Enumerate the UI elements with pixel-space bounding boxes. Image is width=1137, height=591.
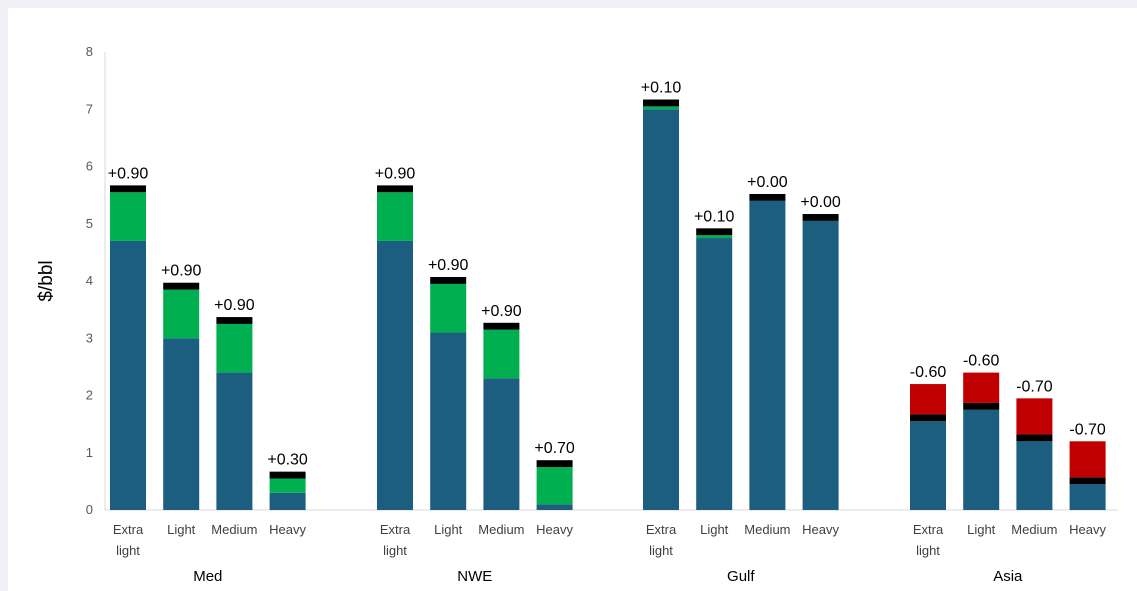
chart-panel: $/bbl 0 1 2 3 4 5 6 7 8 +0.90 Extra light +0.90 Light +… <box>8 8 1137 591</box>
med-extra-light-category-label: Extra <box>113 522 144 537</box>
gulf-extra-light-category-label: light <box>649 543 673 558</box>
med-light-category-label: Light <box>167 522 196 537</box>
y-tick-label: 3 <box>86 330 93 345</box>
nwe-extra-light-category-label: light <box>383 543 407 558</box>
med-medium-data-label: +0.90 <box>214 297 255 314</box>
asia-extra-light-category-label: light <box>916 543 940 558</box>
nwe-light-base-bar <box>430 332 467 510</box>
asia-extra-light-data-label: -0.60 <box>910 364 947 381</box>
y-tick-label: 8 <box>86 44 93 59</box>
med-heavy-cap-bar <box>269 471 306 479</box>
y-tick-label: 5 <box>86 216 93 231</box>
nwe-light-data-label: +0.90 <box>428 257 469 274</box>
med-extra-light-category-label: light <box>116 543 140 558</box>
nwe-heavy-change-bar <box>536 467 573 505</box>
gulf-light-change-bar <box>696 235 733 239</box>
asia-medium-change-bar <box>1016 398 1053 435</box>
gulf-medium-category-label: Medium <box>744 522 790 537</box>
med-light-data-label: +0.90 <box>161 263 202 280</box>
nwe-light-change-bar <box>430 283 467 333</box>
nwe-light-cap-bar <box>430 276 467 284</box>
nwe-medium-cap-bar <box>483 322 520 330</box>
gulf-medium-cap-bar <box>749 193 786 201</box>
gulf-light-data-label: +0.10 <box>694 208 735 225</box>
med-extra-light-cap-bar <box>110 185 146 193</box>
med-light-change-bar <box>163 289 200 339</box>
nwe-extra-light-change-bar <box>377 192 413 241</box>
med-heavy-change-bar <box>269 478 306 493</box>
asia-heavy-change-bar <box>1069 441 1106 478</box>
asia-extra-light-base-bar <box>910 421 946 510</box>
y-tick-label: 0 <box>86 502 93 517</box>
asia-heavy-base-bar <box>1069 484 1106 510</box>
asia-light-data-label: -0.60 <box>963 353 1000 370</box>
asia-extra-light-category-label: Extra <box>913 522 944 537</box>
gulf-extra-light-base-bar <box>643 109 679 510</box>
gulf-heavy-base-bar <box>802 220 839 510</box>
med-extra-light-base-bar <box>110 240 146 511</box>
y-tick-label: 6 <box>86 159 93 174</box>
gulf-extra-light-category-label: Extra <box>646 522 677 537</box>
asia-medium-category-label: Medium <box>1011 522 1057 537</box>
group-label-nwe: NWE <box>457 568 492 585</box>
nwe-medium-change-bar <box>483 329 520 379</box>
asia-heavy-data-label: -0.70 <box>1069 421 1106 438</box>
med-extra-light-data-label: +0.90 <box>108 165 149 182</box>
nwe-medium-category-label: Medium <box>478 522 524 537</box>
asia-heavy-category-label: Heavy <box>1069 522 1106 537</box>
nwe-medium-data-label: +0.90 <box>481 303 522 320</box>
asia-light-base-bar <box>963 409 1000 510</box>
med-heavy-data-label: +0.30 <box>267 452 308 469</box>
gulf-heavy-data-label: +0.00 <box>800 194 841 211</box>
asia-heavy-cap-bar <box>1069 477 1106 485</box>
nwe-extra-light-category-label: Extra <box>380 522 411 537</box>
asia-light-change-bar <box>963 372 1000 403</box>
med-heavy-base-bar <box>269 492 306 510</box>
y-axis-title: $/bbl <box>36 260 57 301</box>
asia-light-category-label: Light <box>967 522 996 537</box>
nwe-heavy-base-bar <box>536 504 573 510</box>
med-medium-base-bar <box>216 372 253 510</box>
asia-medium-base-bar <box>1016 441 1053 510</box>
group-label-med: Med <box>193 568 222 585</box>
nwe-heavy-category-label: Heavy <box>536 522 573 537</box>
asia-medium-data-label: -0.70 <box>1016 378 1053 395</box>
med-medium-category-label: Medium <box>211 522 257 537</box>
asia-extra-light-cap-bar <box>910 414 946 422</box>
group-label-asia: Asia <box>993 568 1023 585</box>
med-extra-light-change-bar <box>110 192 146 241</box>
y-tick-label: 7 <box>86 101 93 116</box>
med-medium-change-bar <box>216 323 253 373</box>
y-tick-label: 1 <box>86 445 93 460</box>
gulf-heavy-cap-bar <box>802 214 839 221</box>
nwe-medium-base-bar <box>483 378 520 510</box>
nwe-heavy-data-label: +0.70 <box>534 440 575 457</box>
group-label-gulf: Gulf <box>727 568 755 585</box>
nwe-extra-light-data-label: +0.90 <box>375 165 416 182</box>
gulf-light-cap-bar <box>696 228 733 236</box>
gulf-extra-light-change-bar <box>643 106 679 110</box>
gulf-extra-light-data-label: +0.10 <box>641 80 682 97</box>
nwe-extra-light-cap-bar <box>377 185 413 193</box>
asia-medium-cap-bar <box>1016 434 1053 442</box>
nwe-light-category-label: Light <box>434 522 463 537</box>
y-tick-label: 4 <box>86 273 93 288</box>
med-heavy-category-label: Heavy <box>269 522 306 537</box>
med-light-base-bar <box>163 338 200 510</box>
nwe-heavy-cap-bar <box>536 460 573 468</box>
med-medium-cap-bar <box>216 317 253 324</box>
gulf-medium-base-bar <box>749 200 786 510</box>
gulf-light-category-label: Light <box>700 522 729 537</box>
gulf-extra-light-cap-bar <box>643 99 679 107</box>
y-tick-label: 2 <box>86 388 93 403</box>
gulf-light-base-bar <box>696 238 733 510</box>
med-light-cap-bar <box>163 282 200 290</box>
asia-light-cap-bar <box>963 402 1000 410</box>
nwe-extra-light-base-bar <box>377 240 413 511</box>
gulf-medium-data-label: +0.00 <box>747 174 788 191</box>
gulf-heavy-category-label: Heavy <box>802 522 839 537</box>
stacked-bar-chart: $/bbl 0 1 2 3 4 5 6 7 8 +0.90 Extra light +0.90 Light +… <box>36 44 1118 585</box>
asia-extra-light-change-bar <box>910 384 946 415</box>
